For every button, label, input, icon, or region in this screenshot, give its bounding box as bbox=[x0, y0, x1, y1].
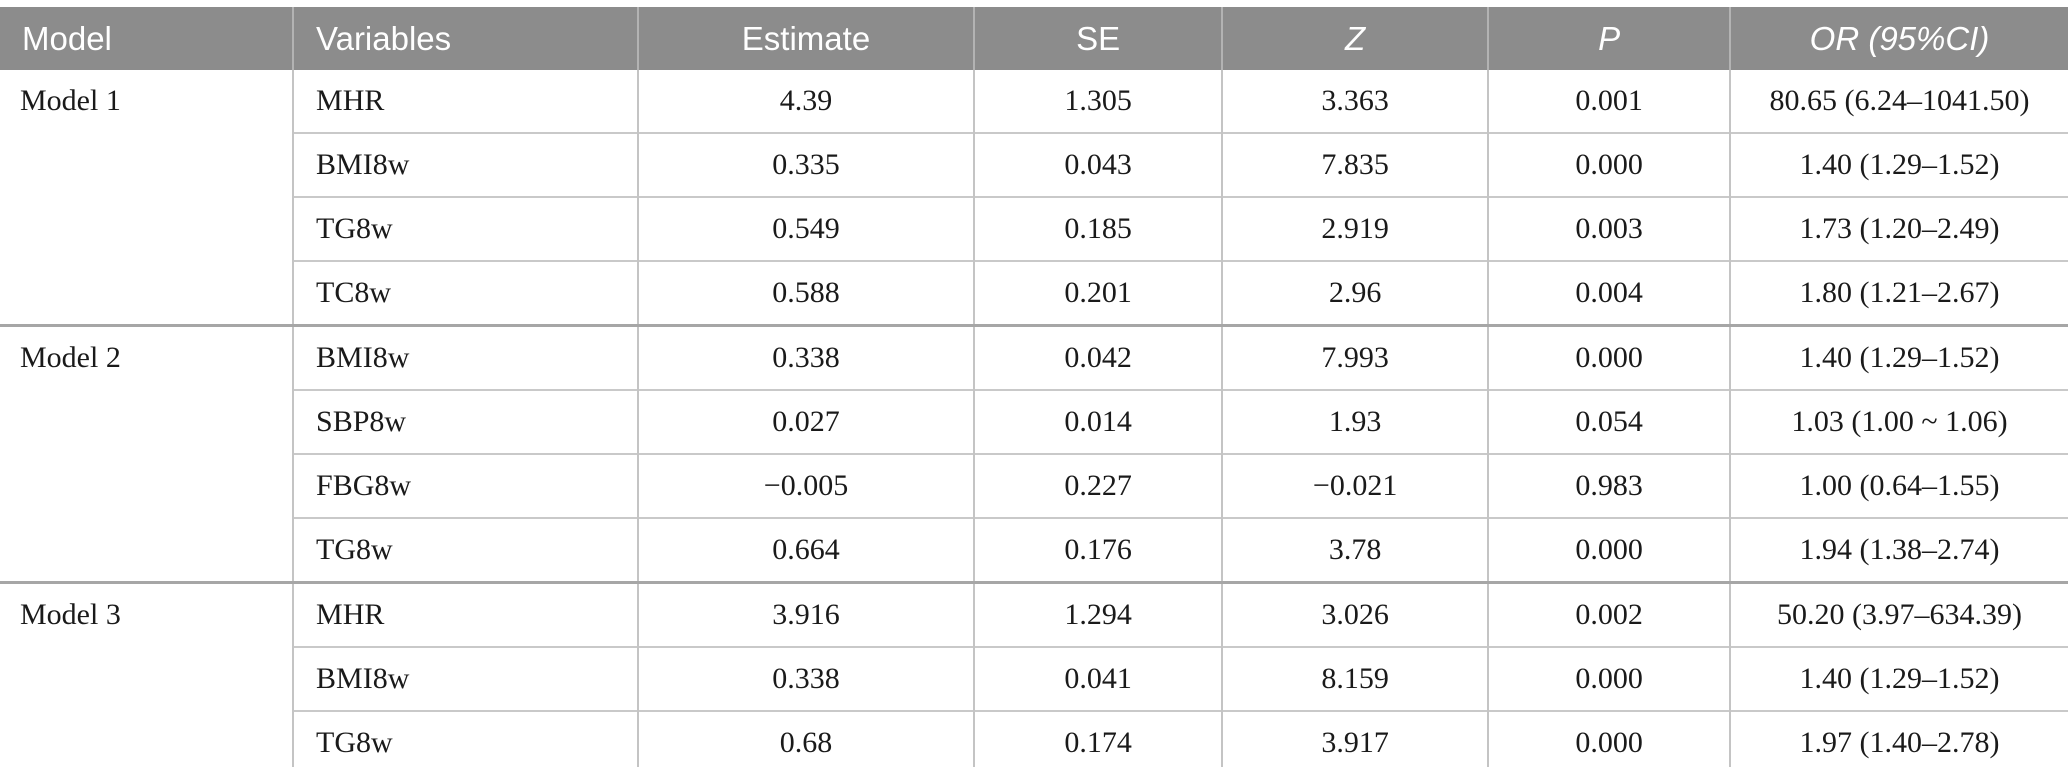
table-row: TC8w 0.588 0.201 2.96 0.004 1.80 (1.21–2… bbox=[0, 260, 2068, 326]
cell-se: 0.043 bbox=[973, 132, 1223, 197]
model-group-label: Model 2 bbox=[0, 324, 294, 583]
cell-estimate: 0.588 bbox=[636, 260, 975, 326]
cell-p: 0.001 bbox=[1487, 70, 1731, 133]
cell-z: 3.78 bbox=[1221, 517, 1489, 583]
col-header-model: Model bbox=[0, 7, 294, 70]
cell-estimate: 0.549 bbox=[636, 196, 975, 261]
cell-or-ci: 50.20 (3.97–634.39) bbox=[1729, 581, 2068, 647]
table-row: Model 3 MHR 3.916 1.294 3.026 0.002 50.2… bbox=[0, 581, 2068, 767]
cell-p: 0.054 bbox=[1487, 389, 1731, 454]
regression-results-table: Model Variables Estimate SE Z P OR (95%C… bbox=[0, 7, 2068, 767]
cell-se: 0.201 bbox=[973, 260, 1223, 326]
cell-or-ci: 1.03 (1.00 ~ 1.06) bbox=[1729, 389, 2068, 454]
cell-se: 1.305 bbox=[973, 70, 1223, 133]
cell-estimate: 0.338 bbox=[636, 324, 975, 390]
cell-p: 0.003 bbox=[1487, 196, 1731, 261]
cell-se: 1.294 bbox=[973, 581, 1223, 647]
table-row: TG8w 0.664 0.176 3.78 0.000 1.94 (1.38–2… bbox=[0, 517, 2068, 583]
cell-or-ci: 1.00 (0.64–1.55) bbox=[1729, 453, 2068, 518]
table-row: Model 1 MHR 4.39 1.305 3.363 0.001 80.65… bbox=[0, 70, 2068, 326]
cell-z: 3.026 bbox=[1221, 581, 1489, 647]
cell-estimate: 0.027 bbox=[636, 389, 975, 454]
cell-variable: TG8w bbox=[292, 517, 638, 583]
cell-estimate: 0.335 bbox=[636, 132, 975, 197]
cell-se: 0.227 bbox=[973, 453, 1223, 518]
cell-z: 1.93 bbox=[1221, 389, 1489, 454]
cell-p: 0.002 bbox=[1487, 581, 1731, 647]
cell-estimate: 0.664 bbox=[636, 517, 975, 583]
col-header-estimate: Estimate bbox=[636, 7, 975, 70]
cell-z: 7.835 bbox=[1221, 132, 1489, 197]
cell-estimate: 0.68 bbox=[636, 710, 975, 767]
cell-or-ci: 1.40 (1.29–1.52) bbox=[1729, 324, 2068, 390]
table-row: BMI8w 0.338 0.041 8.159 0.000 1.40 (1.29… bbox=[0, 646, 2068, 711]
model-group-label: Model 1 bbox=[0, 70, 294, 326]
cell-estimate: 4.39 bbox=[636, 70, 975, 133]
cell-se: 0.041 bbox=[973, 646, 1223, 711]
cell-p: 0.983 bbox=[1487, 453, 1731, 518]
cell-variable: TC8w bbox=[292, 260, 638, 326]
cell-z: 3.917 bbox=[1221, 710, 1489, 767]
cell-or-ci: 1.73 (1.20–2.49) bbox=[1729, 196, 2068, 261]
table-header-row: Model Variables Estimate SE Z P OR (95%C… bbox=[0, 7, 2068, 70]
cell-variable: BMI8w bbox=[292, 646, 638, 711]
col-header-variables: Variables bbox=[292, 7, 638, 70]
col-header-se: SE bbox=[973, 7, 1223, 70]
cell-se: 0.185 bbox=[973, 196, 1223, 261]
cell-variable: BMI8w bbox=[292, 132, 638, 197]
cell-or-ci: 80.65 (6.24–1041.50) bbox=[1729, 70, 2068, 133]
cell-or-ci: 1.97 (1.40–2.78) bbox=[1729, 710, 2068, 767]
model-group-label: Model 3 bbox=[0, 581, 294, 767]
cell-se: 0.014 bbox=[973, 389, 1223, 454]
cell-se: 0.176 bbox=[973, 517, 1223, 583]
cell-variable: MHR bbox=[292, 581, 638, 647]
cell-estimate: 0.338 bbox=[636, 646, 975, 711]
cell-or-ci: 1.40 (1.29–1.52) bbox=[1729, 132, 2068, 197]
cell-se: 0.174 bbox=[973, 710, 1223, 767]
cell-z: −0.021 bbox=[1221, 453, 1489, 518]
col-header-z: Z bbox=[1221, 7, 1489, 70]
cell-or-ci: 1.40 (1.29–1.52) bbox=[1729, 646, 2068, 711]
table-row: Model 2 BMI8w 0.338 0.042 7.993 0.000 1.… bbox=[0, 324, 2068, 583]
cell-variable: TG8w bbox=[292, 196, 638, 261]
cell-variable: SBP8w bbox=[292, 389, 638, 454]
cell-or-ci: 1.80 (1.21–2.67) bbox=[1729, 260, 2068, 326]
cell-p: 0.000 bbox=[1487, 324, 1731, 390]
table-row: FBG8w −0.005 0.227 −0.021 0.983 1.00 (0.… bbox=[0, 453, 2068, 518]
cell-z: 2.96 bbox=[1221, 260, 1489, 326]
cell-p: 0.000 bbox=[1487, 132, 1731, 197]
col-header-or-ci: OR (95%CI) bbox=[1729, 7, 2068, 70]
cell-variable: TG8w bbox=[292, 710, 638, 767]
cell-variable: BMI8w bbox=[292, 324, 638, 390]
cell-variable: FBG8w bbox=[292, 453, 638, 518]
table-row: TG8w 0.68 0.174 3.917 0.000 1.97 (1.40–2… bbox=[0, 710, 2068, 767]
table-row: BMI8w 0.335 0.043 7.835 0.000 1.40 (1.29… bbox=[0, 132, 2068, 197]
cell-or-ci: 1.94 (1.38–2.74) bbox=[1729, 517, 2068, 583]
cell-z: 3.363 bbox=[1221, 70, 1489, 133]
cell-p: 0.000 bbox=[1487, 517, 1731, 583]
cell-variable: MHR bbox=[292, 70, 638, 133]
cell-p: 0.004 bbox=[1487, 260, 1731, 326]
table-row: TG8w 0.549 0.185 2.919 0.003 1.73 (1.20–… bbox=[0, 196, 2068, 261]
cell-estimate: 3.916 bbox=[636, 581, 975, 647]
table-row: SBP8w 0.027 0.014 1.93 0.054 1.03 (1.00 … bbox=[0, 389, 2068, 454]
cell-z: 2.919 bbox=[1221, 196, 1489, 261]
cell-p: 0.000 bbox=[1487, 646, 1731, 711]
cell-z: 8.159 bbox=[1221, 646, 1489, 711]
cell-p: 0.000 bbox=[1487, 710, 1731, 767]
cell-se: 0.042 bbox=[973, 324, 1223, 390]
cell-estimate: −0.005 bbox=[636, 453, 975, 518]
cell-z: 7.993 bbox=[1221, 324, 1489, 390]
col-header-p: P bbox=[1487, 7, 1731, 70]
